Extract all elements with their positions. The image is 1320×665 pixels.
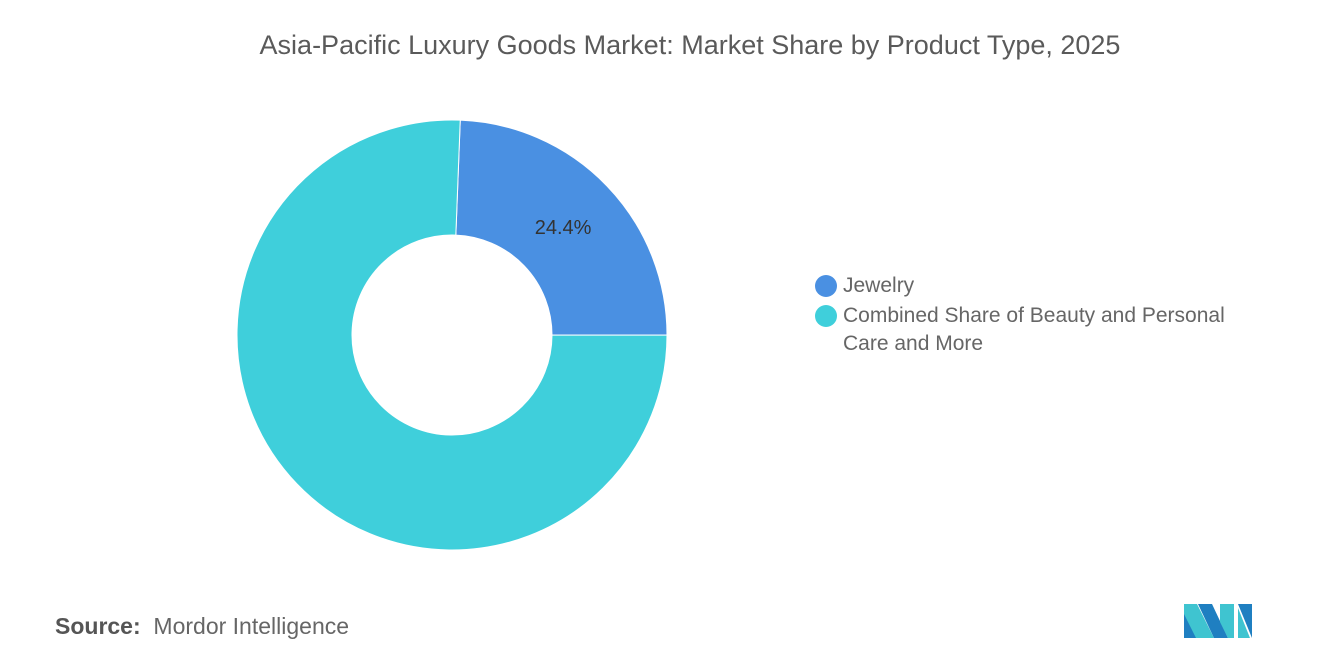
source-note: Source: Mordor Intelligence	[55, 613, 349, 640]
legend-swatch	[815, 305, 837, 327]
legend-item-combined[interactable]: Combined Share of Beauty and Personal Ca…	[815, 302, 1255, 358]
legend-label: Combined Share of Beauty and Personal Ca…	[843, 304, 1225, 355]
mordor-intelligence-logo	[1184, 604, 1252, 638]
source-text: Mordor Intelligence	[153, 613, 350, 639]
data-label: 24.4%	[535, 217, 592, 239]
chart-title: Asia-Pacific Luxury Goods Market: Market…	[259, 30, 1121, 60]
slice-combined[interactable]	[236, 119, 668, 551]
legend-label: Jewelry	[843, 274, 915, 297]
source-label: Source:	[55, 613, 141, 639]
legend-item-jewelry[interactable]: Jewelry	[815, 272, 1255, 300]
legend-swatch	[815, 275, 837, 297]
slice-jewelry[interactable]	[455, 119, 668, 336]
legend: Jewelry Combined Share of Beauty and Per…	[815, 272, 1255, 360]
